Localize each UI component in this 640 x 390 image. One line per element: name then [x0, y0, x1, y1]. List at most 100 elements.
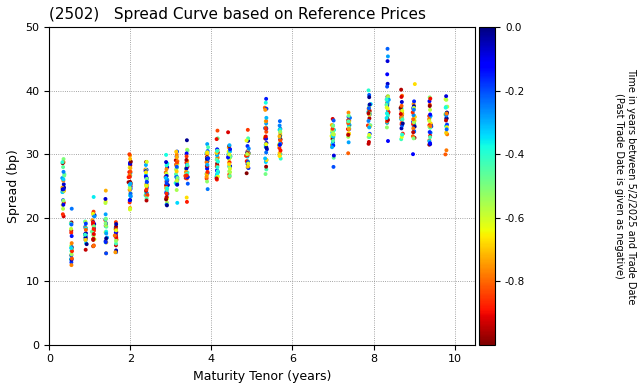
Point — [172, 177, 182, 183]
Point — [441, 117, 451, 124]
Point — [171, 161, 181, 168]
Point — [344, 119, 354, 125]
Point — [244, 151, 254, 157]
Point — [383, 108, 393, 114]
Point — [141, 176, 152, 182]
Point — [81, 237, 91, 243]
Point — [125, 197, 135, 203]
Point — [260, 125, 270, 131]
Point — [260, 126, 271, 132]
Point — [225, 173, 235, 179]
Point — [382, 118, 392, 124]
Point — [224, 152, 234, 158]
Point — [59, 200, 69, 206]
Point — [441, 123, 451, 129]
Point — [172, 175, 182, 181]
Point — [396, 115, 406, 121]
Point — [243, 165, 253, 171]
Point — [125, 165, 135, 171]
Point — [275, 137, 285, 144]
Point — [344, 130, 354, 136]
Point — [225, 159, 235, 165]
Point — [58, 156, 68, 162]
Point — [364, 109, 374, 115]
Point — [343, 132, 353, 138]
Point — [141, 179, 152, 185]
Point — [408, 101, 419, 107]
Y-axis label: Time in years between 5/2/2025 and Trade Date
(Past Trade Date is given as negat: Time in years between 5/2/2025 and Trade… — [614, 68, 636, 304]
Point — [88, 236, 99, 242]
Point — [425, 134, 435, 140]
Point — [100, 211, 111, 218]
Point — [396, 111, 406, 117]
Point — [275, 126, 285, 132]
Point — [100, 220, 111, 226]
Point — [212, 163, 222, 170]
Point — [181, 173, 191, 179]
Point — [89, 221, 99, 227]
Point — [223, 144, 234, 151]
Point — [343, 134, 353, 140]
Point — [261, 125, 271, 131]
Point — [425, 141, 435, 147]
Point — [261, 140, 271, 146]
Point — [88, 232, 99, 238]
Point — [397, 105, 407, 112]
Point — [141, 159, 151, 165]
Point — [141, 167, 152, 173]
Point — [141, 186, 152, 193]
Point — [100, 188, 111, 194]
Point — [212, 157, 222, 163]
Point — [328, 123, 339, 129]
Point — [81, 235, 91, 241]
Point — [142, 184, 152, 191]
Point — [66, 227, 76, 234]
Point — [111, 224, 121, 230]
Point — [88, 211, 98, 217]
Point — [111, 227, 121, 234]
Point — [67, 262, 77, 268]
Point — [329, 152, 339, 159]
Text: (2502)   Spread Curve based on Reference Prices: (2502) Spread Curve based on Reference P… — [49, 7, 426, 22]
Point — [383, 109, 394, 115]
Point — [364, 110, 374, 116]
Point — [66, 256, 76, 262]
Point — [202, 154, 212, 160]
Point — [261, 96, 271, 102]
Point — [397, 112, 407, 119]
Point — [172, 165, 182, 171]
Point — [90, 212, 100, 218]
Point — [275, 132, 285, 138]
Point — [161, 202, 172, 208]
Point — [328, 154, 339, 161]
Point — [161, 195, 172, 201]
Point — [202, 150, 212, 156]
Point — [125, 172, 136, 179]
Point — [364, 115, 374, 121]
Point — [67, 240, 77, 246]
Point — [212, 164, 223, 170]
Point — [365, 101, 376, 107]
Point — [80, 232, 90, 238]
Point — [89, 227, 99, 234]
Point — [66, 256, 76, 262]
Point — [58, 202, 68, 208]
Point — [425, 124, 435, 131]
Point — [67, 246, 77, 252]
Point — [344, 139, 354, 145]
Point — [424, 137, 435, 144]
Point — [203, 154, 213, 161]
Point — [111, 240, 121, 246]
Point — [396, 94, 406, 100]
Point — [161, 162, 172, 168]
Point — [182, 169, 193, 176]
Point — [100, 196, 111, 202]
Point — [141, 174, 152, 181]
Point — [344, 126, 354, 132]
Point — [442, 110, 452, 116]
Point — [397, 115, 407, 121]
Point — [442, 131, 452, 137]
Point — [275, 133, 285, 139]
Point — [59, 181, 69, 188]
Point — [212, 173, 223, 179]
